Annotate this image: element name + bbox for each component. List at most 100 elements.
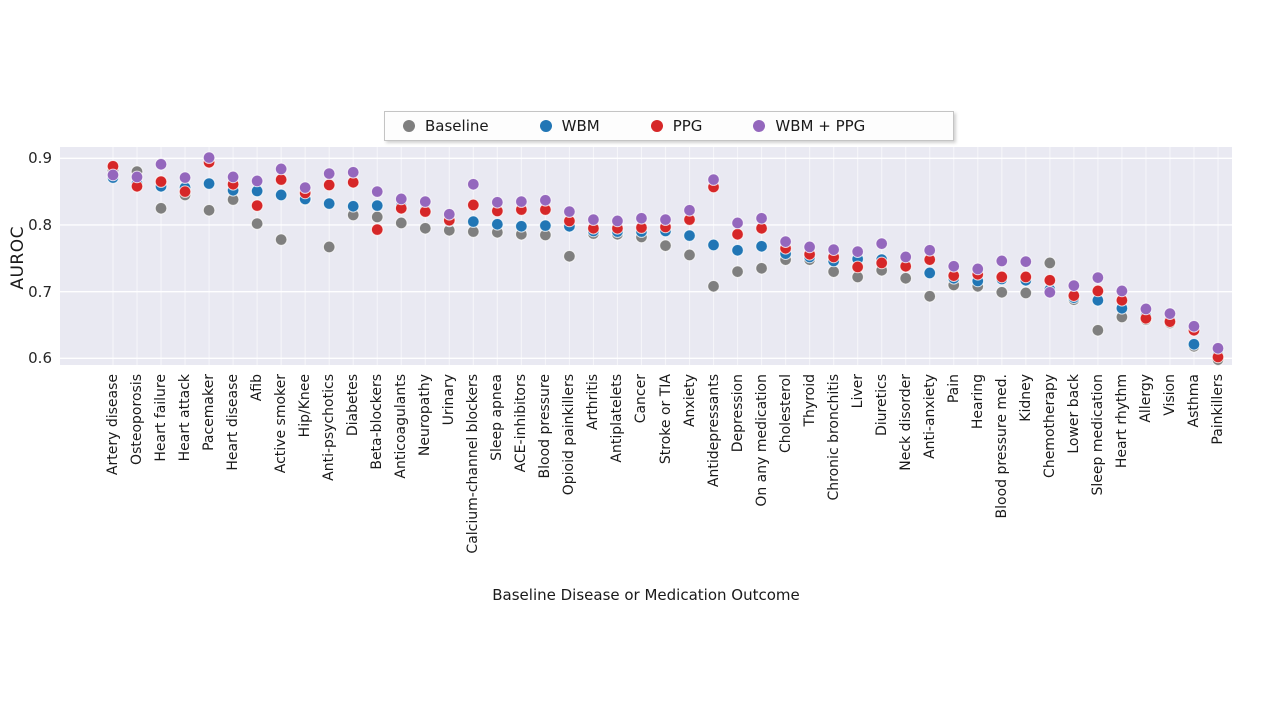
x-tick-label: Cholesterol: [777, 374, 794, 454]
data-point: [202, 204, 216, 217]
data-point: [418, 222, 432, 235]
x-tick-label: Blood pressure: [537, 374, 554, 479]
data-point: [130, 170, 144, 184]
y-tick-label: 0.7: [28, 282, 52, 301]
data-point: [707, 280, 720, 293]
x-tick-label: Chronic bronchitis: [825, 374, 842, 501]
data-point: [178, 171, 192, 184]
data-point: [1067, 279, 1081, 292]
data-point: [563, 250, 576, 263]
x-tick-label: ACE-inhibitors: [513, 374, 530, 473]
baseline-dot-icon: [403, 120, 415, 132]
x-tick-label: Heart rhythm: [1113, 374, 1130, 469]
data-point: [659, 239, 672, 252]
data-point: [491, 218, 504, 231]
y-tick-label: 0.9: [28, 149, 52, 168]
data-point: [995, 270, 1009, 284]
x-tick-label: Calcium-channel blockers: [465, 374, 482, 554]
x-tick-label: Heart disease: [225, 374, 242, 471]
x-tick-label: Lower back: [1065, 374, 1082, 454]
data-point: [707, 173, 720, 186]
x-tick-label: Neck disorder: [897, 374, 914, 471]
wbm-dot-icon: [539, 120, 552, 132]
data-point: [346, 166, 360, 179]
x-tick-label: Vision: [1161, 374, 1178, 416]
data-point: [274, 162, 288, 176]
data-point: [322, 197, 336, 210]
x-tick-label: Active smoker: [273, 374, 290, 474]
data-point: [635, 212, 648, 225]
data-point: [274, 233, 288, 246]
data-point: [851, 260, 864, 274]
x-tick-label: Anti-psychotics: [321, 374, 338, 481]
data-point: [491, 196, 504, 209]
data-point: [683, 229, 696, 242]
x-tick-label: Chemotherapy: [1041, 374, 1058, 478]
y-axis-label: AUROC: [8, 226, 28, 290]
data-point: [178, 185, 192, 198]
data-point: [875, 237, 889, 250]
data-point: [1019, 286, 1033, 300]
data-point: [899, 272, 913, 285]
x-tick-label: Cancer: [633, 374, 650, 424]
data-point: [370, 185, 384, 198]
data-point: [274, 173, 288, 186]
data-point: [226, 170, 240, 184]
data-point: [467, 178, 480, 191]
data-point: [1187, 320, 1201, 333]
x-tick-label: Asthma: [1185, 374, 1202, 428]
data-point: [827, 243, 840, 256]
data-point: [707, 238, 720, 252]
data-point: [250, 199, 264, 212]
legend-item-wbm-ppg: WBM + PPG: [753, 117, 865, 135]
x-tick-label: On any medication: [753, 374, 770, 507]
data-point: [515, 195, 528, 208]
x-tick-label: Antidepressants: [705, 374, 722, 488]
data-point: [202, 177, 216, 190]
x-tick-label: Hip/Knee: [297, 374, 314, 438]
data-point: [274, 188, 288, 202]
data-point: [1043, 274, 1057, 287]
data-point: [394, 216, 408, 230]
data-point: [683, 204, 696, 217]
legend-item-baseline: Baseline: [403, 117, 489, 135]
wbm-ppg-dot-icon: [753, 120, 766, 132]
data-point: [683, 248, 696, 262]
data-point: [154, 175, 168, 188]
data-point: [346, 200, 360, 213]
x-tick-label: Allergy: [1137, 374, 1154, 423]
data-point: [443, 208, 456, 221]
data-point: [1091, 271, 1105, 284]
legend-label-wbm: WBM: [561, 117, 600, 135]
x-tick-label: Neuropathy: [417, 374, 434, 457]
x-tick-label: Liver: [849, 374, 866, 409]
legend-label-wbm-ppg: WBM + PPG: [775, 117, 866, 135]
data-point: [731, 216, 744, 230]
data-point: [899, 250, 913, 264]
x-tick-label: Stroke or TIA: [657, 374, 674, 465]
x-tick-label: Artery disease: [105, 374, 121, 476]
data-point: [154, 202, 168, 215]
x-tick-label: Afib: [249, 374, 266, 402]
data-point: [995, 286, 1009, 299]
data-point: [731, 244, 744, 257]
x-tick-label: Heart failure: [153, 374, 170, 462]
data-point: [322, 240, 336, 254]
data-point: [106, 168, 120, 182]
data-point: [1091, 324, 1105, 337]
data-point: [1187, 338, 1201, 351]
y-tick-label: 0.8: [28, 215, 52, 234]
x-tick-label: Antiplatelets: [609, 374, 626, 463]
data-point: [923, 266, 937, 280]
data-point: [322, 167, 336, 180]
x-tick-label: Anxiety: [681, 374, 698, 428]
ppg-dot-icon: [650, 120, 663, 132]
data-point: [298, 181, 312, 194]
data-point: [394, 192, 408, 206]
data-point: [875, 256, 889, 270]
data-point: [803, 240, 816, 254]
x-tick-label: Diuretics: [873, 374, 890, 436]
x-tick-label: Opioid painkillers: [561, 374, 578, 496]
data-point: [370, 223, 384, 236]
